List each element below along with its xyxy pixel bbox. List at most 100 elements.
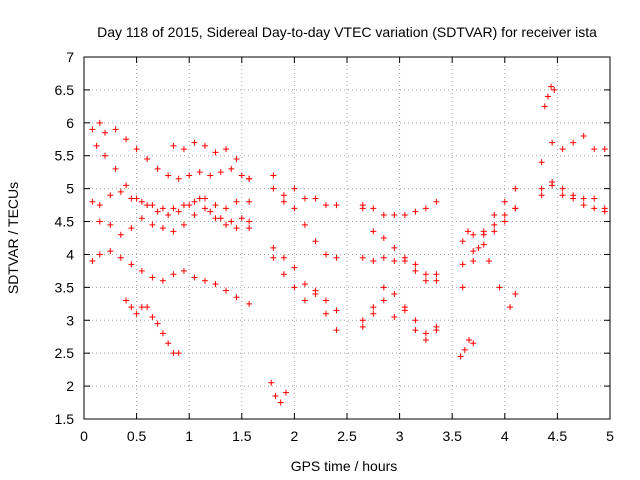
data-point	[180, 146, 187, 153]
y-tick-label: 1.5	[55, 411, 75, 427]
data-point	[380, 284, 387, 291]
data-point	[491, 221, 498, 228]
tick-labels: 0 0.5 1 1.5 2 2.5 3 3.5 4 4.5 5 1.5 2 2.5 3 3.5 4 4.5 5 5.5…	[55, 49, 615, 444]
data-point	[102, 129, 109, 136]
x-tick-label: 1.5	[232, 428, 252, 444]
x-tick-label: 3.5	[442, 428, 462, 444]
data-point	[548, 83, 555, 90]
data-point	[133, 195, 140, 202]
x-tick-label: 1	[185, 428, 193, 444]
data-point	[301, 281, 308, 288]
data-point	[559, 185, 566, 192]
data-point	[464, 228, 471, 235]
data-point	[470, 248, 477, 255]
data-point	[580, 132, 587, 139]
series-track-8	[270, 185, 340, 209]
y-tick-label: 4.5	[55, 214, 75, 230]
data-point	[138, 198, 145, 205]
data-point	[466, 337, 473, 344]
data-point	[138, 215, 145, 222]
data-point	[359, 317, 366, 324]
series-track-17	[359, 297, 440, 344]
x-tick-label: 0	[80, 428, 88, 444]
data-point	[491, 211, 498, 218]
data-point	[380, 254, 387, 261]
series-track-26	[541, 83, 558, 110]
data-point	[475, 244, 482, 251]
data-point	[201, 277, 208, 284]
data-point	[207, 172, 214, 179]
data-point	[370, 258, 377, 265]
data-point	[149, 202, 156, 209]
data-point	[580, 195, 587, 202]
data-point	[196, 169, 203, 176]
y-tick-label: 6	[66, 115, 74, 131]
data-point	[280, 254, 287, 261]
data-point	[601, 146, 608, 153]
data-point	[89, 126, 96, 133]
x-tick-label: 2	[291, 428, 299, 444]
series-track-19	[459, 205, 519, 268]
series-track-22	[457, 337, 477, 360]
data-point	[433, 271, 440, 278]
x-tick-label: 0.5	[127, 428, 147, 444]
data-point	[470, 258, 477, 265]
data-point	[107, 248, 114, 255]
data-point	[322, 202, 329, 209]
data-point	[212, 149, 219, 156]
data-point	[512, 290, 519, 297]
data-point	[270, 185, 277, 192]
data-point	[223, 287, 230, 294]
data-point	[370, 304, 377, 311]
series-track-25	[538, 179, 608, 215]
data-point	[138, 304, 145, 311]
data-point	[246, 218, 253, 225]
data-point	[359, 323, 366, 330]
data-point	[422, 271, 429, 278]
data-point	[301, 297, 308, 304]
data-point	[212, 202, 219, 209]
data-point	[322, 310, 329, 317]
data-point	[128, 304, 135, 311]
data-point	[333, 254, 340, 261]
data-point	[501, 211, 508, 218]
data-point	[228, 165, 235, 172]
data-point	[312, 195, 319, 202]
data-point	[207, 208, 214, 215]
data-point	[570, 192, 577, 199]
data-point	[391, 290, 398, 297]
data-point	[123, 182, 130, 189]
data-point	[301, 195, 308, 202]
data-point	[170, 271, 177, 278]
y-tick-label: 5.5	[55, 148, 75, 164]
data-point	[154, 165, 161, 172]
data-point	[96, 119, 103, 126]
data-point	[159, 330, 166, 337]
data-point	[570, 139, 577, 146]
data-point	[391, 258, 398, 265]
data-point	[165, 211, 172, 218]
data-points	[89, 83, 608, 406]
data-point	[512, 205, 519, 212]
data-point	[457, 353, 464, 360]
data-point	[512, 185, 519, 192]
data-point	[291, 205, 298, 212]
series-track-9	[270, 172, 340, 261]
data-point	[270, 254, 277, 261]
data-point	[117, 188, 124, 195]
data-point	[470, 231, 477, 238]
axis-ticks	[83, 56, 611, 420]
data-point	[277, 399, 284, 406]
data-point	[291, 264, 298, 271]
data-point	[159, 205, 166, 212]
data-point	[433, 323, 440, 330]
data-point	[282, 389, 289, 396]
data-point	[233, 198, 240, 205]
data-point	[501, 218, 508, 225]
data-point	[191, 139, 198, 146]
data-point	[541, 103, 548, 110]
data-point	[170, 350, 177, 357]
data-point	[480, 231, 487, 238]
chart-title: Day 118 of 2015, Sidereal Day-to-day VTE…	[97, 24, 597, 40]
